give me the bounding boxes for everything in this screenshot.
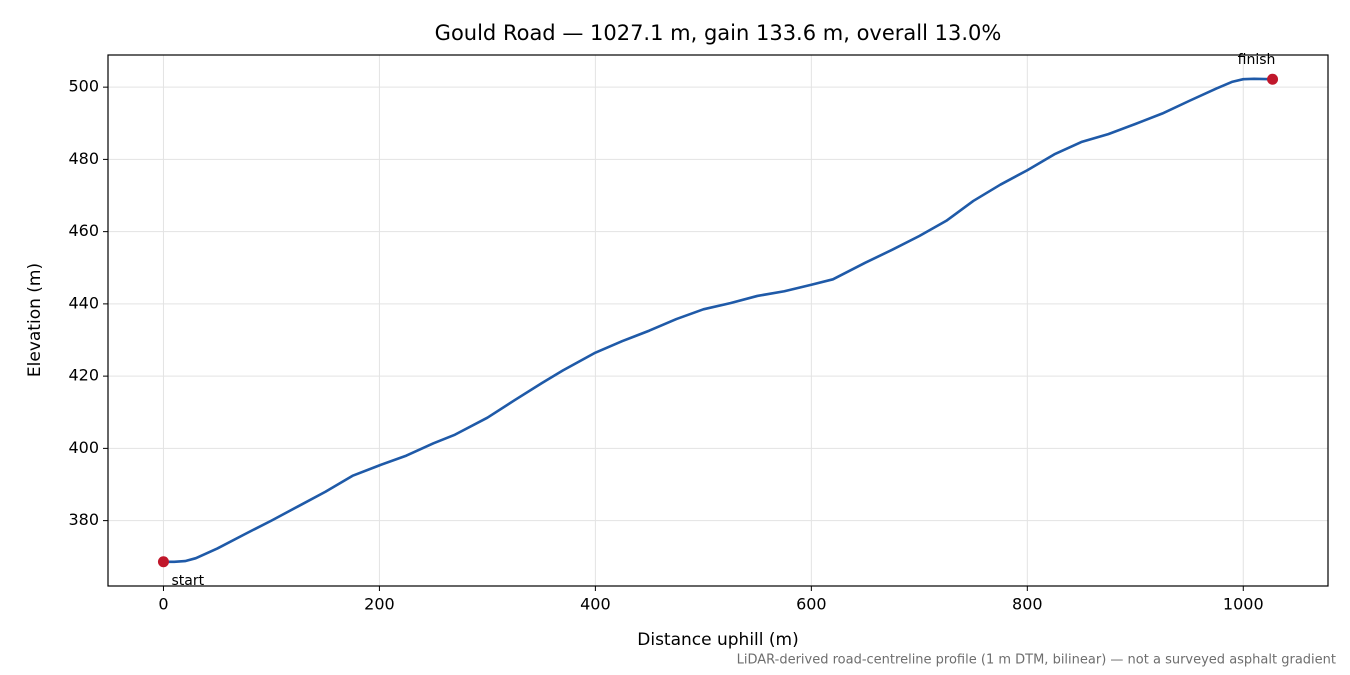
y-tick-label: 440 xyxy=(68,293,99,312)
y-tick-label: 460 xyxy=(68,221,99,240)
endpoint-marker xyxy=(1267,73,1279,85)
x-axis-label: Distance uphill (m) xyxy=(637,630,798,650)
y-tick-label: 480 xyxy=(68,149,99,168)
x-tick-label: 600 xyxy=(796,595,827,614)
y-tick-label: 500 xyxy=(68,77,99,96)
footnote: LiDAR-derived road-centreline profile (1… xyxy=(737,653,1336,668)
x-tick-label: 400 xyxy=(580,595,611,614)
y-tick-label: 400 xyxy=(68,438,99,457)
plot-frame xyxy=(107,54,1329,587)
profile-line xyxy=(163,77,1273,564)
chart-title: Gould Road — 1027.1 m, gain 133.6 m, ove… xyxy=(435,21,1002,45)
y-axis-label: Elevation (m) xyxy=(25,263,45,377)
y-tick-label: 420 xyxy=(68,366,99,385)
x-tick-label: 0 xyxy=(158,595,168,614)
endpoint-label: start xyxy=(171,573,204,589)
x-tick-label: 200 xyxy=(364,595,395,614)
endpoint-label: finish xyxy=(1238,52,1276,68)
x-tick-label: 1000 xyxy=(1223,595,1264,614)
endpoint-marker xyxy=(157,556,169,568)
x-tick-label: 800 xyxy=(1012,595,1043,614)
y-tick-label: 380 xyxy=(68,510,99,529)
